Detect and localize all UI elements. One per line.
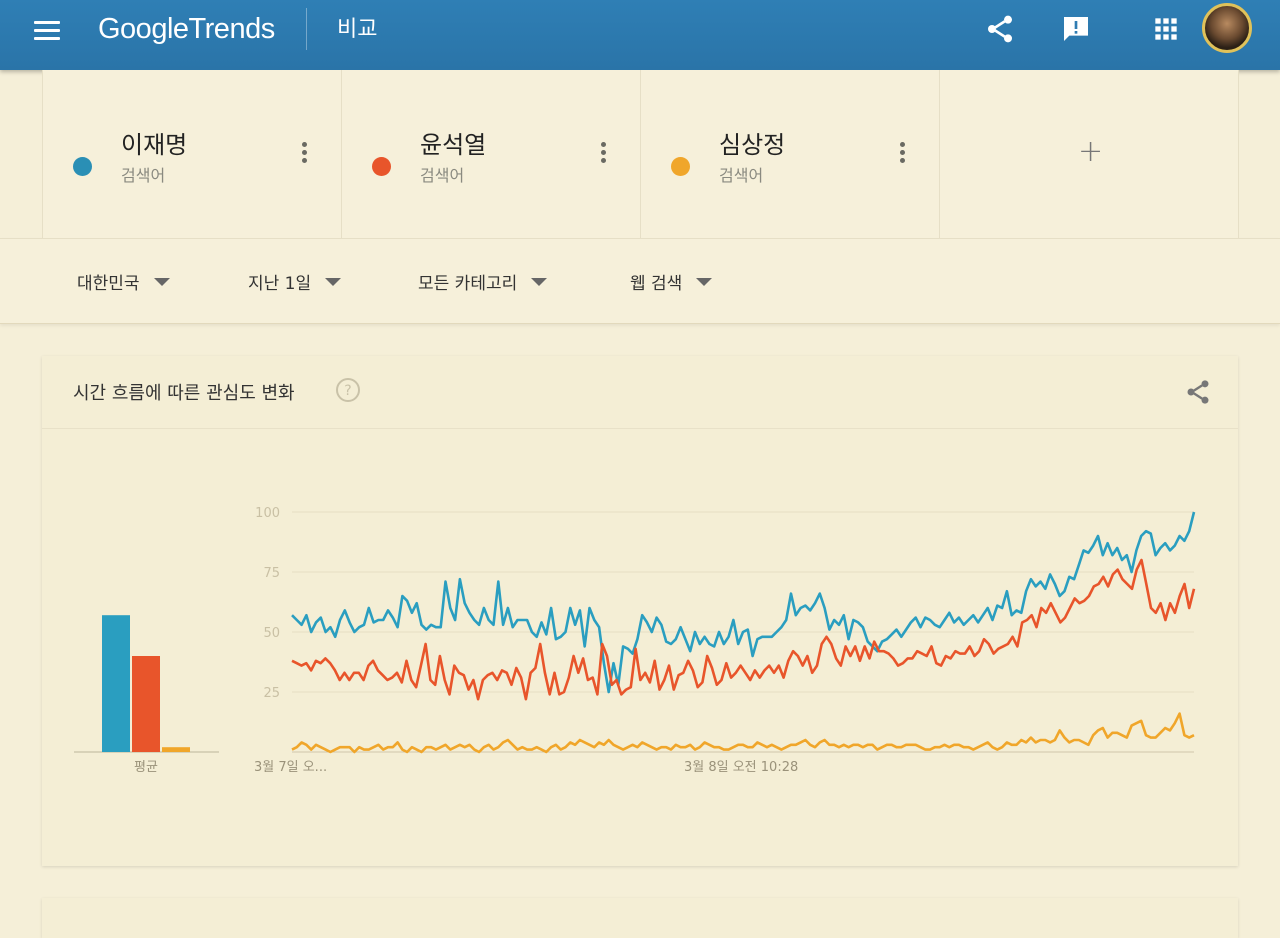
region-filter[interactable]: 대한민국 (77, 269, 170, 294)
apps-icon[interactable] (1150, 13, 1182, 45)
x-tick-label: 3월 8일 오전 10:28 (684, 760, 798, 775)
share-icon[interactable] (984, 13, 1016, 45)
add-term-icon[interactable]: + (1078, 134, 1104, 169)
interest-chart: 100 75 50 25 3월 7일 오... 3월 8일 오전 10:28 평균 (74, 506, 1196, 775)
menu-icon[interactable] (34, 21, 60, 41)
term-name: 심상정 (719, 131, 786, 159)
x-tick-label: 3월 7일 오... (254, 760, 327, 775)
average-bars (74, 615, 219, 753)
y-tick-label: 25 (263, 686, 280, 701)
term-type: 검색어 (420, 166, 465, 185)
interest-over-time-card: 시간 흐름에 따른 관심도 변화 ? 100 75 50 25 3월 7일 오... 3월… (42, 356, 1238, 866)
term-color-dot (671, 157, 690, 176)
term-type: 검색어 (719, 166, 764, 185)
next-section-card (42, 898, 1238, 938)
page-title: 비교 (337, 17, 378, 42)
category-filter[interactable]: 모든 카테고리 (418, 269, 548, 294)
time-filter-label: 지난 1일 (248, 274, 312, 294)
term-color-dot (73, 157, 92, 176)
more-options-icon[interactable] (598, 142, 608, 166)
filter-bar: 대한민국 지난 1일 모든 카테고리 웹 검색 (0, 238, 1280, 324)
dropdown-arrow-icon (531, 278, 548, 286)
dropdown-arrow-icon (325, 278, 342, 286)
logo-trends-text: Trends (188, 13, 276, 45)
term-name: 윤석열 (420, 131, 487, 159)
chart-lines (291, 511, 1196, 754)
average-bar (162, 747, 190, 752)
more-options-icon[interactable] (897, 142, 907, 166)
term-color-dot (372, 157, 391, 176)
series-line (291, 712, 1195, 754)
average-bar (102, 615, 130, 752)
add-term-card[interactable]: + (940, 70, 1239, 238)
category-filter-label: 모든 카테고리 (418, 274, 518, 294)
top-app-bar: GoogleTrends 비교 (0, 0, 1280, 70)
comparison-terms: 이재명 검색어 윤석열 검색어 심상정 검색어 + (42, 70, 1239, 238)
y-tick-label: 75 (263, 566, 280, 581)
google-trends-logo[interactable]: GoogleTrends (98, 13, 275, 46)
dropdown-arrow-icon (696, 278, 713, 286)
term-name: 이재명 (121, 131, 188, 159)
term-card-3[interactable]: 심상정 검색어 (641, 70, 940, 238)
series-line (291, 511, 1196, 694)
card-title: 시간 흐름에 따른 관심도 변화 (73, 383, 295, 404)
y-tick-label: 50 (263, 626, 280, 641)
y-tick-label: 100 (255, 506, 280, 521)
more-options-icon[interactable] (299, 142, 309, 166)
series-line (291, 558, 1196, 701)
search-type-filter[interactable]: 웹 검색 (630, 269, 713, 294)
svg-text:?: ? (344, 383, 351, 399)
share-icon[interactable] (1184, 378, 1212, 406)
term-type: 검색어 (121, 166, 166, 185)
dropdown-arrow-icon (153, 278, 170, 286)
term-card-2[interactable]: 윤석열 검색어 (342, 70, 641, 238)
term-card-1[interactable]: 이재명 검색어 (43, 70, 342, 238)
header-divider (306, 8, 307, 50)
chart-labels: 100 75 50 25 3월 7일 오... 3월 8일 오전 10:28 평균 (134, 506, 798, 775)
region-filter-label: 대한민국 (77, 274, 140, 294)
card-header: 시간 흐름에 따른 관심도 변화 ? (42, 356, 1238, 429)
time-filter[interactable]: 지난 1일 (248, 269, 342, 294)
average-bar (132, 656, 160, 752)
feedback-icon[interactable] (1060, 13, 1092, 45)
avatar[interactable] (1202, 3, 1252, 53)
logo-google-text: Google (98, 13, 189, 45)
search-type-filter-label: 웹 검색 (630, 274, 683, 294)
help-icon[interactable]: ? (335, 377, 361, 403)
average-label: 평균 (134, 760, 158, 775)
